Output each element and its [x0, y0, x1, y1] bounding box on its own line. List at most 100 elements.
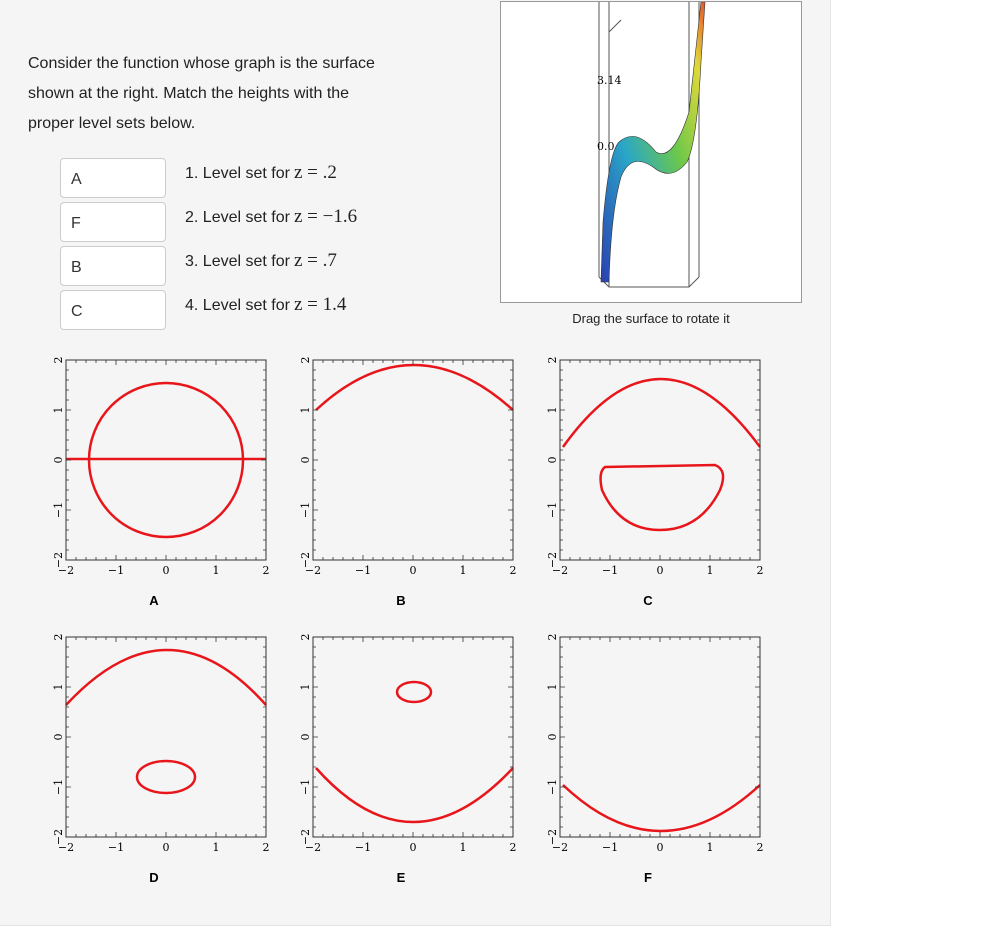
tick-mark: [560, 637, 760, 837]
level-curve: [395, 680, 433, 704]
item-math: z = .2: [293, 162, 337, 183]
plot-caption: F: [644, 870, 652, 885]
plot-caption: D: [149, 870, 158, 885]
y-tick-label: 1: [52, 684, 65, 691]
item-text: 4. Level set for: [185, 297, 290, 314]
tick-mark: [560, 637, 760, 837]
tick-mark: [66, 637, 266, 837]
answer-box[interactable]: B: [60, 246, 166, 286]
tick-mark: [560, 360, 760, 560]
y-tick-label: −1: [299, 779, 312, 795]
surface-caption: Drag the surface to rotate it: [572, 311, 730, 326]
tick-mark: [560, 637, 760, 837]
x-tick-label: −2: [552, 564, 568, 577]
tick-mark: [66, 360, 266, 560]
question-text: proper level sets below.: [28, 115, 196, 132]
item-text: 1. Level set for: [185, 165, 290, 182]
tick-mark: [560, 360, 760, 560]
tick-mark: [66, 637, 266, 837]
tick-mark: [313, 637, 513, 837]
tick-mark: [66, 637, 266, 837]
tick-mark: [313, 360, 513, 560]
tick-mark: [560, 360, 760, 560]
surface-viewer[interactable]: 3.14 0.0: [500, 1, 802, 303]
tick-mark: [560, 360, 760, 560]
x-tick-label: −1: [602, 841, 618, 854]
tick-mark: [66, 360, 266, 560]
tick-mark: [313, 360, 513, 560]
tick-mark: [66, 360, 266, 560]
tick-mark: [313, 360, 513, 560]
x-tick-label: 0: [657, 841, 664, 854]
plot-caption: B: [396, 593, 405, 608]
tick-mark: [560, 637, 760, 837]
tick-mark: [559, 636, 760, 837]
y-tick-label: 0: [546, 457, 559, 464]
tick-mark: [66, 637, 266, 837]
y-tick-label: 1: [299, 684, 312, 691]
tick-mark: [560, 360, 760, 560]
item: 4. Level set for z = 1.4: [185, 294, 346, 316]
tick-mark: [560, 637, 760, 837]
item: 1. Level set for z = .2: [185, 162, 337, 184]
tick-mark: [560, 637, 760, 837]
x-tick-label: −1: [108, 841, 124, 854]
tick-mark: [560, 360, 761, 561]
tick-mark: [560, 360, 760, 560]
tick-mark: [560, 637, 760, 837]
tick-mark: [313, 637, 513, 837]
x-tick-label: −2: [305, 564, 321, 577]
tick-mark: [66, 360, 266, 560]
x-tick-label: 1: [460, 564, 467, 577]
tick-mark: [313, 637, 513, 837]
x-tick-label: 2: [757, 564, 764, 577]
tick-mark: [313, 360, 513, 560]
x-tick-label: −2: [552, 841, 568, 854]
surface: 3.14 0.0: [597, 1, 706, 288]
tick-mark: [65, 636, 266, 837]
tick-mark: [313, 360, 513, 560]
tick-mark: [559, 359, 760, 560]
answer-box[interactable]: A: [60, 158, 166, 198]
tick-mark: [66, 360, 266, 560]
answer-box[interactable]: F: [60, 202, 166, 242]
y-tick-label: 0: [52, 457, 65, 464]
plot: −2−2 −1 −1 0 0 1 1 2 2 C: [546, 357, 764, 609]
x-tick-label: 1: [213, 564, 220, 577]
item: 3. Level set for z = .7: [185, 250, 337, 272]
tick-mark: [313, 637, 513, 837]
level-curve: [315, 767, 514, 824]
tick-mark: [66, 360, 266, 560]
tick-mark: [560, 360, 760, 560]
tick-mark: [66, 637, 266, 837]
plot-caption: E: [397, 870, 406, 885]
plot-frame: [312, 636, 514, 838]
tick-mark: [560, 360, 760, 560]
tick-mark: [313, 637, 513, 837]
y-tick-label: −1: [299, 502, 312, 518]
tick-mark: [313, 360, 513, 560]
y-tick-label: −1: [546, 502, 559, 518]
tick-mark: [65, 359, 266, 560]
item-math: z = −1.6: [293, 206, 358, 227]
tick-mark: [560, 637, 760, 837]
tick-mark: [560, 637, 760, 837]
y-tick-label: 2: [299, 634, 312, 641]
tick-mark: [313, 637, 513, 837]
tick-mark: [66, 360, 266, 560]
x-tick-label: −1: [355, 841, 371, 854]
y-tick-label: 1: [299, 407, 312, 414]
answer-box[interactable]: C: [60, 290, 166, 330]
plot-frame: [65, 636, 267, 838]
tick-mark: [66, 637, 266, 837]
x-tick-label: −1: [602, 564, 618, 577]
y-tick-label: 2: [546, 357, 559, 364]
x-tick-label: 0: [163, 841, 170, 854]
tick-mark: [560, 637, 760, 837]
tick-mark: [560, 360, 760, 560]
y-tick-label: 2: [52, 634, 65, 641]
tick-mark: [66, 637, 266, 837]
plot: −2−2 −1 −1 0 0 1 1 2 2 A: [52, 357, 270, 609]
tick-mark: [66, 360, 266, 560]
item-text: 3. Level set for: [185, 253, 290, 270]
